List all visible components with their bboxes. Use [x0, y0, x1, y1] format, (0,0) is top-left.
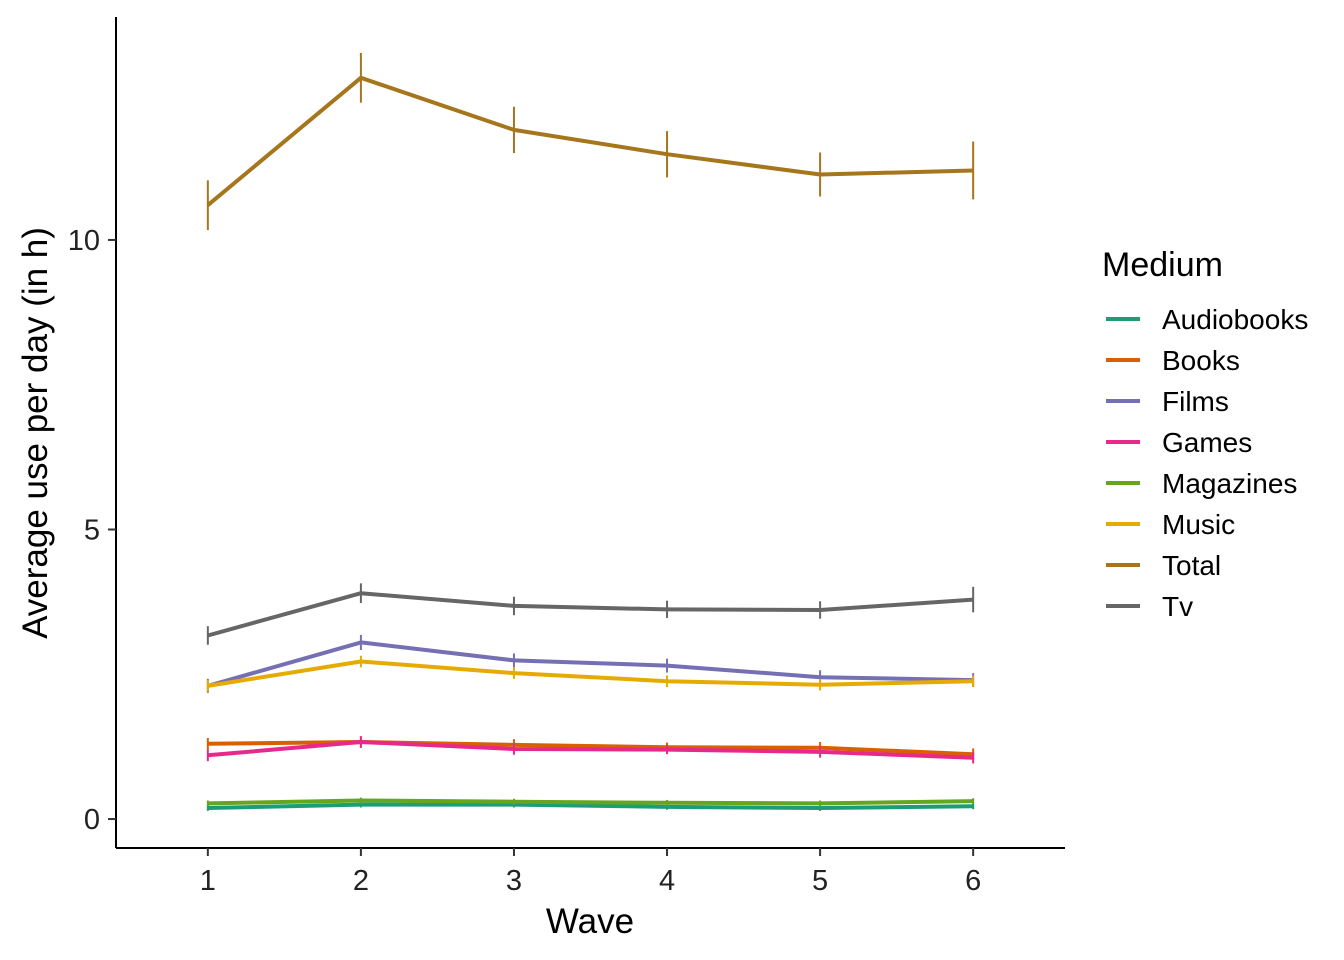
series-audiobooks — [206, 801, 975, 811]
x-tick-label-1: 1 — [200, 865, 216, 897]
x-axis: 1 2 3 4 5 6 — [116, 847, 1065, 897]
legend-item-total: Total — [1106, 550, 1221, 581]
legend-item-games: Games — [1106, 427, 1252, 458]
series-line-magazines — [207, 798, 974, 806]
legend-label-films: Films — [1162, 386, 1229, 417]
x-axis-title: Wave — [546, 902, 634, 941]
x-tick-label-6: 6 — [965, 865, 981, 897]
legend-label-books: Books — [1162, 345, 1240, 376]
series-line-audiobooks — [207, 802, 974, 810]
legend-label-magazines: Magazines — [1162, 468, 1297, 499]
series-line-games — [207, 740, 974, 760]
y-axis: 0 5 10 — [68, 17, 117, 848]
series-tv — [206, 583, 975, 645]
legend-item-magazines: Magazines — [1106, 468, 1297, 499]
legend-label-tv: Tv — [1162, 591, 1193, 622]
legend-label-total: Total — [1162, 550, 1221, 581]
legend-label-music: Music — [1162, 509, 1235, 540]
plot-area — [206, 52, 975, 811]
series-line-tv — [207, 591, 974, 638]
y-axis-title: Average use per day (in h) — [16, 227, 55, 639]
y-tick-label-5: 5 — [84, 514, 100, 546]
series-line-total — [206, 75, 974, 207]
x-tick-label-2: 2 — [353, 865, 369, 897]
series-total — [206, 52, 975, 231]
legend-item-films: Films — [1106, 386, 1229, 417]
legend-item-tv: Tv — [1106, 591, 1193, 622]
legend-label-audiobooks: Audiobooks — [1162, 304, 1308, 335]
legend-label-games: Games — [1162, 427, 1252, 458]
x-tick-label-4: 4 — [659, 865, 675, 897]
y-tick-label-10: 10 — [68, 225, 100, 257]
series-line-films — [207, 640, 974, 688]
series-line-music — [207, 659, 974, 688]
legend: Medium Audiobooks Books Films Games Magazine… — [1102, 246, 1308, 622]
series-music — [206, 655, 975, 692]
legend-item-books: Books — [1106, 345, 1240, 376]
legend-title: Medium — [1102, 246, 1223, 284]
x-tick-label-3: 3 — [506, 865, 522, 897]
y-tick-label-0: 0 — [84, 804, 100, 836]
legend-item-audiobooks: Audiobooks — [1106, 304, 1308, 335]
series-magazines — [206, 797, 975, 807]
x-tick-label-5: 5 — [812, 865, 828, 897]
legend-item-music: Music — [1106, 509, 1235, 540]
series-games — [206, 736, 975, 764]
